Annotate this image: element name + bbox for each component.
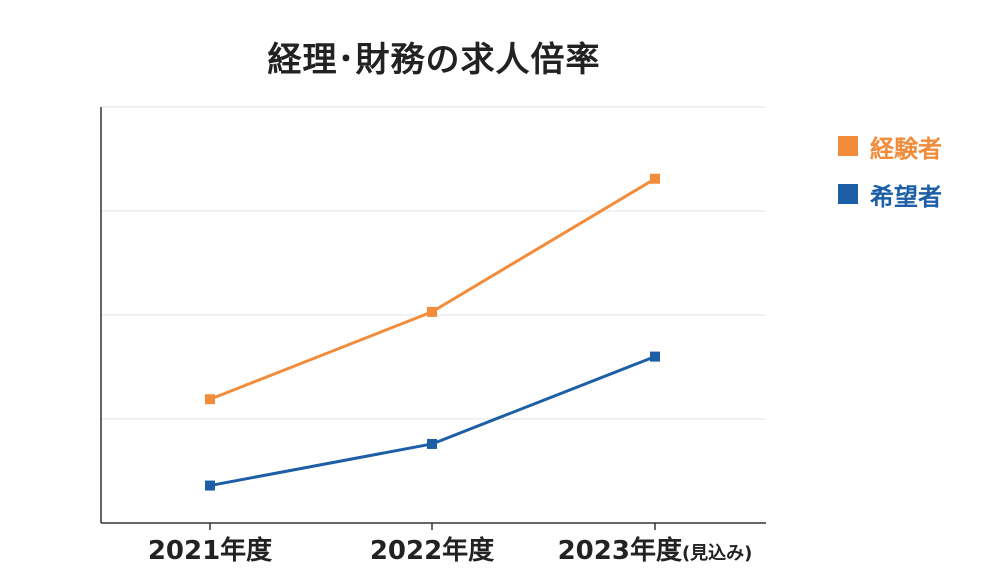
legend-label-aspirant: 希望者 xyxy=(870,182,942,211)
series-line-experienced xyxy=(209,177,656,401)
point-experienced-0 xyxy=(205,394,215,405)
legend-item-experienced: 経験者 xyxy=(838,128,942,164)
point-aspirant-0 xyxy=(205,480,215,491)
legend-item-aspirant: 希望者 xyxy=(838,176,942,212)
point-aspirant-1 xyxy=(427,438,437,449)
legend-swatch-experienced xyxy=(838,136,858,156)
x-tick-label-1: 2022年度 xyxy=(370,535,494,566)
legend-swatch-aspirant xyxy=(838,184,858,204)
legend: 経験者 希望者 xyxy=(838,128,942,224)
point-experienced-1 xyxy=(427,306,437,317)
x-tick-label-suffix-2: (見込み) xyxy=(682,543,752,564)
x-tick-label-0: 2021年度 xyxy=(148,535,272,566)
legend-label-experienced: 経験者 xyxy=(870,134,942,163)
chart-title: 経理･財務の求人倍率 xyxy=(267,40,601,80)
series-line-aspirant xyxy=(209,355,656,488)
x-tick-label-2: 2023年度(見込み) xyxy=(558,535,753,566)
point-aspirant-2 xyxy=(650,351,660,362)
point-experienced-2 xyxy=(650,173,660,184)
